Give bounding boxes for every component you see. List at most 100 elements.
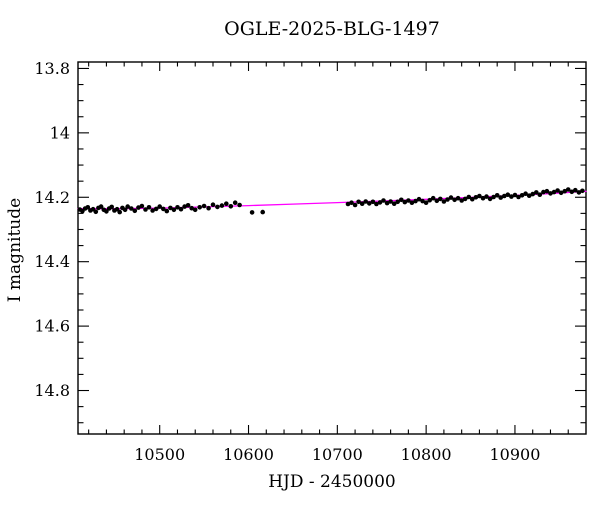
frame-rect <box>77 61 587 435</box>
y-tick-label: 13.8 <box>34 59 70 78</box>
data-point <box>182 204 187 209</box>
axis-tick-labels: 10500 10600 10700 10800 10900 13.8 14 14.2 14.4 1… <box>34 59 540 464</box>
data-point <box>576 190 582 195</box>
y-tick-label: 14.2 <box>34 188 70 207</box>
data-point <box>491 194 496 200</box>
data-point <box>548 191 553 196</box>
data-point <box>427 197 433 203</box>
data-point <box>544 188 550 194</box>
data-point <box>260 209 266 215</box>
x-tick-label: 10600 <box>223 445 274 464</box>
data-point <box>93 209 99 215</box>
data-point <box>219 203 225 208</box>
data-point <box>345 201 351 207</box>
x-axis-label: HJD - 2450000 <box>268 472 396 492</box>
data-point <box>352 202 358 208</box>
data-point <box>466 194 472 200</box>
data-point <box>519 193 525 198</box>
data-point <box>109 204 114 210</box>
data-point <box>178 206 184 212</box>
axis-ticks <box>78 62 586 434</box>
data-points <box>77 187 585 215</box>
data-point <box>215 204 220 210</box>
data-point <box>146 205 152 210</box>
data-point <box>438 196 443 202</box>
data-point <box>505 192 511 197</box>
y-tick-label: 14.6 <box>34 317 70 336</box>
data-point <box>462 196 468 202</box>
data-point <box>498 195 504 200</box>
data-point <box>555 188 560 193</box>
data-point <box>473 195 479 200</box>
data-point <box>534 190 539 195</box>
data-point <box>455 195 461 201</box>
data-point <box>370 199 376 205</box>
data-point <box>487 196 493 202</box>
data-point <box>434 198 440 204</box>
data-point <box>388 199 393 204</box>
data-point <box>494 193 500 198</box>
data-point <box>171 207 177 213</box>
data-point <box>175 205 180 210</box>
data-point <box>509 194 514 199</box>
data-point <box>367 201 372 206</box>
data-point <box>206 205 211 211</box>
data-point <box>526 193 532 198</box>
data-point <box>224 201 229 206</box>
data-point <box>363 199 369 204</box>
data-point <box>153 206 159 212</box>
x-tick-label: 10500 <box>134 445 185 464</box>
data-point <box>430 195 436 201</box>
data-point <box>502 193 507 199</box>
data-point <box>381 198 386 203</box>
data-point <box>569 189 575 195</box>
data-point <box>168 205 173 211</box>
data-point <box>399 197 404 203</box>
data-point <box>136 205 141 210</box>
data-point <box>537 192 543 197</box>
data-point <box>480 195 486 201</box>
data-point <box>562 188 567 194</box>
data-point <box>228 204 234 209</box>
data-point <box>558 190 564 196</box>
data-point <box>359 201 365 206</box>
data-point <box>377 200 383 205</box>
data-point <box>104 209 109 214</box>
data-point <box>185 203 191 208</box>
data-point <box>512 192 518 198</box>
y-tick-label: 14.4 <box>34 252 70 271</box>
data-point <box>551 189 557 195</box>
data-point <box>232 200 238 205</box>
data-point <box>391 201 397 206</box>
data-point <box>565 187 571 192</box>
data-point <box>448 195 454 200</box>
data-point <box>484 194 489 199</box>
data-point <box>573 187 578 193</box>
data-point <box>423 200 429 205</box>
data-point <box>441 199 447 204</box>
data-point <box>237 202 242 208</box>
data-point <box>406 198 411 203</box>
data-point <box>523 191 528 196</box>
chart-title: OGLE-2025-BLG-1497 <box>224 18 440 40</box>
x-tick-label: 10900 <box>489 445 540 464</box>
data-point <box>541 189 546 195</box>
data-point <box>416 196 422 202</box>
data-point <box>402 199 408 205</box>
data-point <box>384 200 390 206</box>
data-point <box>98 204 104 209</box>
plot-frame <box>77 61 587 435</box>
data-point <box>164 208 170 214</box>
data-point <box>395 199 401 205</box>
data-point <box>356 199 361 205</box>
x-tick-label: 10800 <box>401 445 452 464</box>
data-point <box>477 193 482 199</box>
data-point <box>132 208 138 214</box>
data-point <box>125 204 130 209</box>
data-point <box>197 205 202 210</box>
data-point <box>210 202 216 207</box>
data-point <box>122 207 128 213</box>
data-point <box>192 207 198 213</box>
